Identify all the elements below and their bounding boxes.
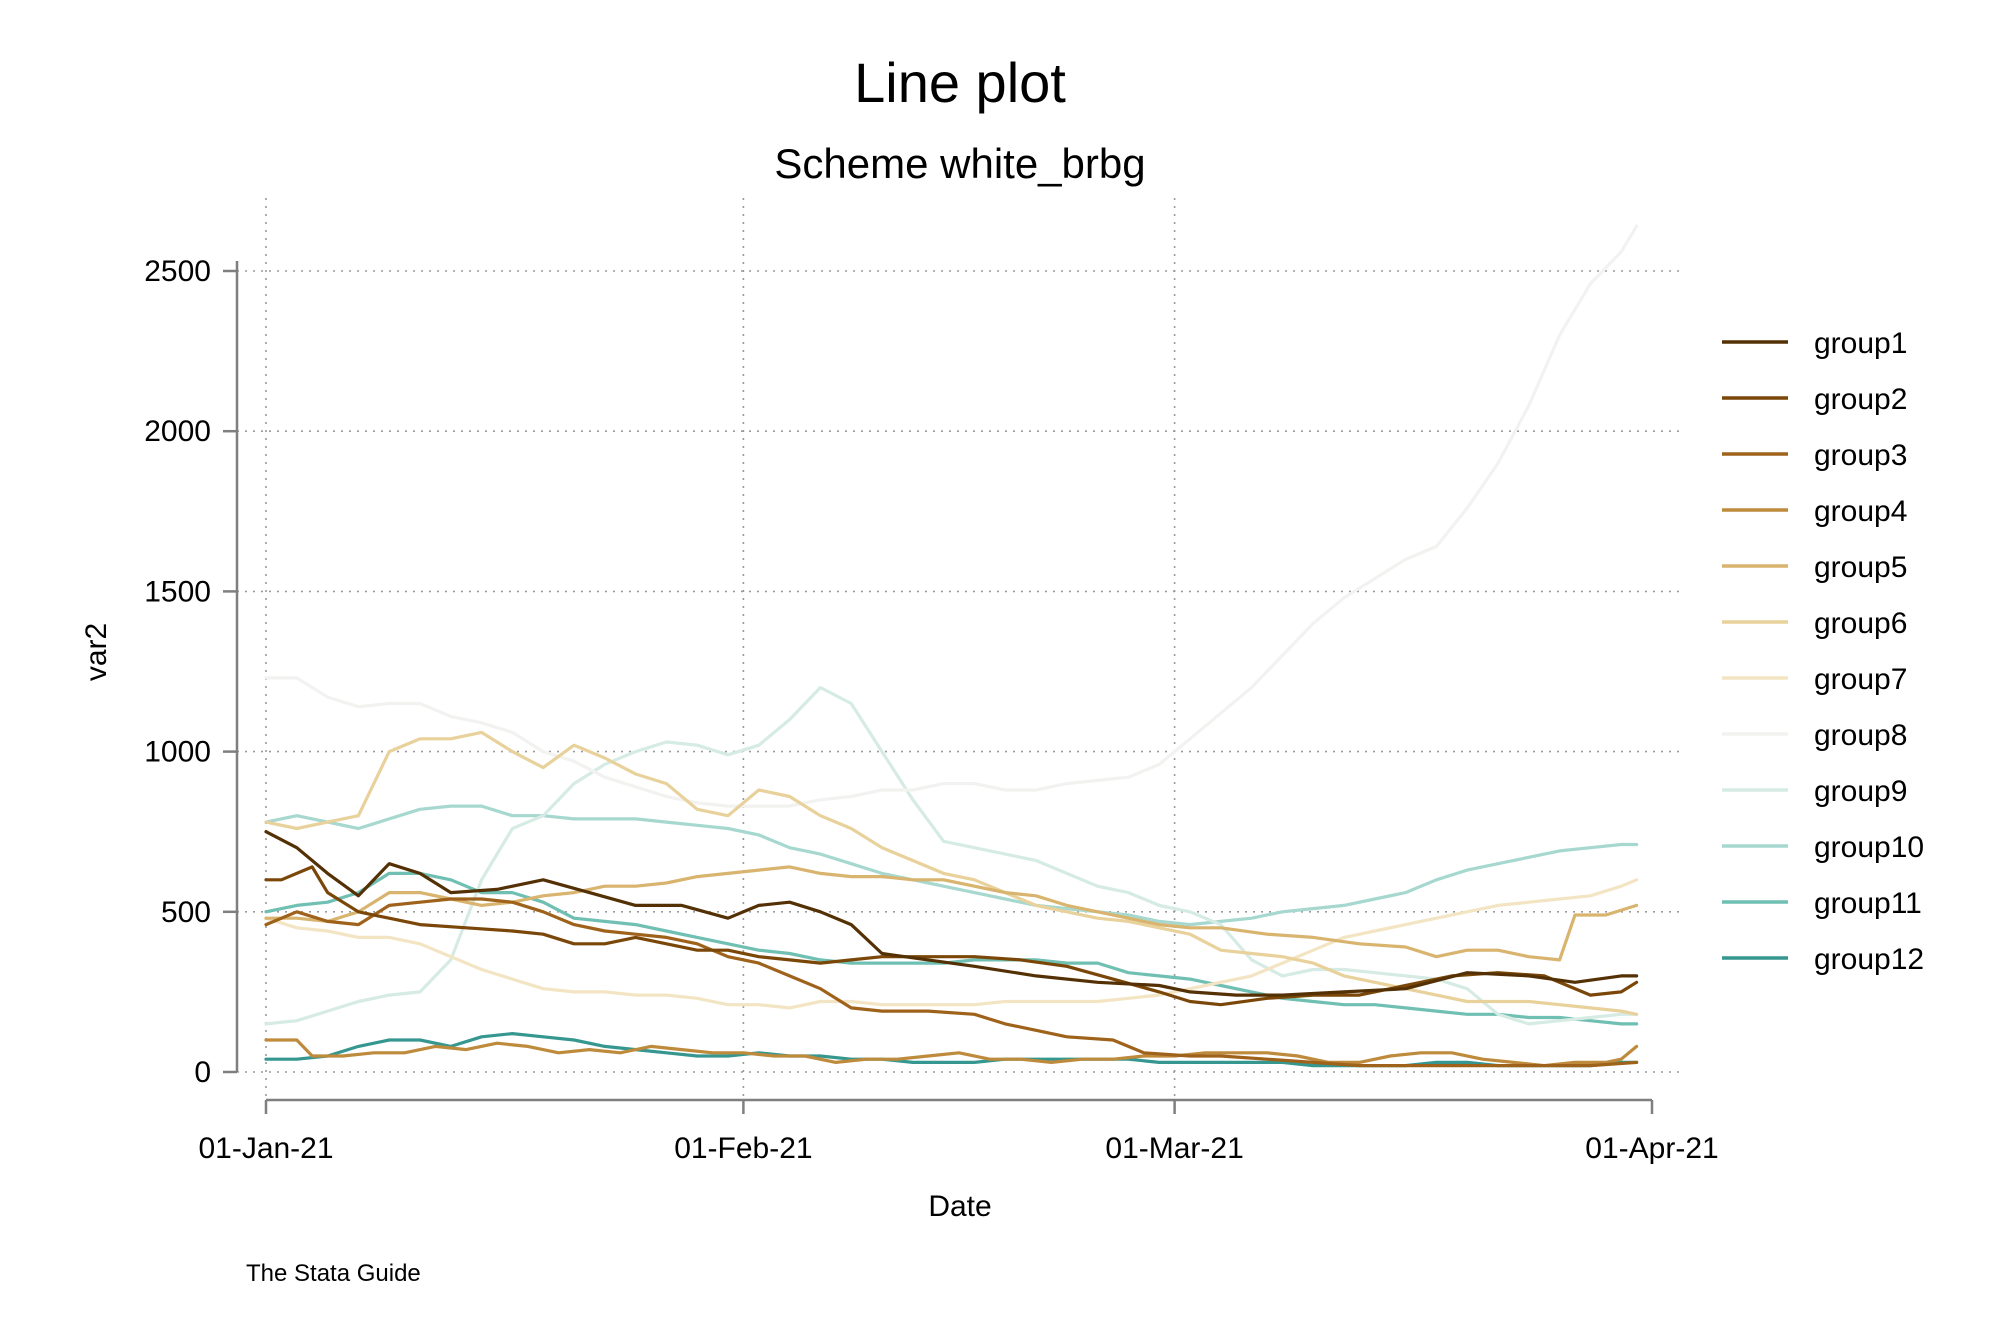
y-tick-label: 1000	[144, 736, 211, 769]
x-tick-label: 01-Apr-21	[1585, 1132, 1718, 1165]
series-line-group7	[264, 878, 1639, 1010]
y-tick-label: 2500	[144, 255, 211, 288]
legend-label-group9: group9	[1814, 775, 1907, 808]
chart-title: Line plot	[854, 51, 1066, 114]
grid	[237, 198, 1680, 1100]
legend-label-group3: group3	[1814, 439, 1907, 472]
y-tick-label: 0	[194, 1056, 211, 1089]
series-line-group11	[264, 871, 1639, 1026]
legend-label-group6: group6	[1814, 607, 1907, 640]
legend-label-group1: group1	[1814, 327, 1907, 360]
legend-label-group11: group11	[1814, 887, 1922, 920]
x-tick-label: 01-Jan-21	[198, 1132, 333, 1165]
x-axis-label: Date	[928, 1190, 991, 1223]
legend-label-group7: group7	[1814, 663, 1907, 696]
series-line-group5	[264, 865, 1639, 962]
series-line-group6	[264, 730, 1639, 1016]
x-tick-label: 01-Feb-21	[674, 1132, 812, 1165]
legend-label-group5: group5	[1814, 551, 1907, 584]
series-line-group3	[264, 897, 1639, 1068]
source-note: The Stata Guide	[246, 1260, 421, 1287]
legend-label-group10: group10	[1814, 831, 1924, 864]
series-line-group8	[264, 224, 1639, 808]
y-axis: 0 500 1000 1500 2000 2500	[144, 255, 239, 1089]
legend: group1 group2 group3 group4 group5 group6 grou…	[1722, 327, 1924, 976]
y-tick-label: 1500	[144, 575, 211, 608]
y-axis-label: var2	[80, 623, 113, 681]
legend-label-group2: group2	[1814, 383, 1907, 416]
x-axis: 01-Jan-21 01-Feb-21 01-Mar-21 01-Apr-21	[198, 1098, 1719, 1165]
legend-label-group4: group4	[1814, 495, 1907, 528]
series-line-group10	[264, 804, 1639, 927]
legend-label-group8: group8	[1814, 719, 1907, 752]
y-tick-label: 500	[161, 896, 211, 929]
chart-subtitle: Scheme white_brbg	[774, 140, 1145, 187]
x-tick-label: 01-Mar-21	[1105, 1132, 1243, 1165]
series-line-group1	[264, 830, 1639, 997]
series-line-group4	[264, 1038, 1639, 1068]
y-tick-label: 2000	[144, 415, 211, 448]
series-line-group9	[264, 685, 1639, 1026]
plot-series	[264, 224, 1639, 1068]
legend-label-group12: group12	[1814, 943, 1924, 976]
